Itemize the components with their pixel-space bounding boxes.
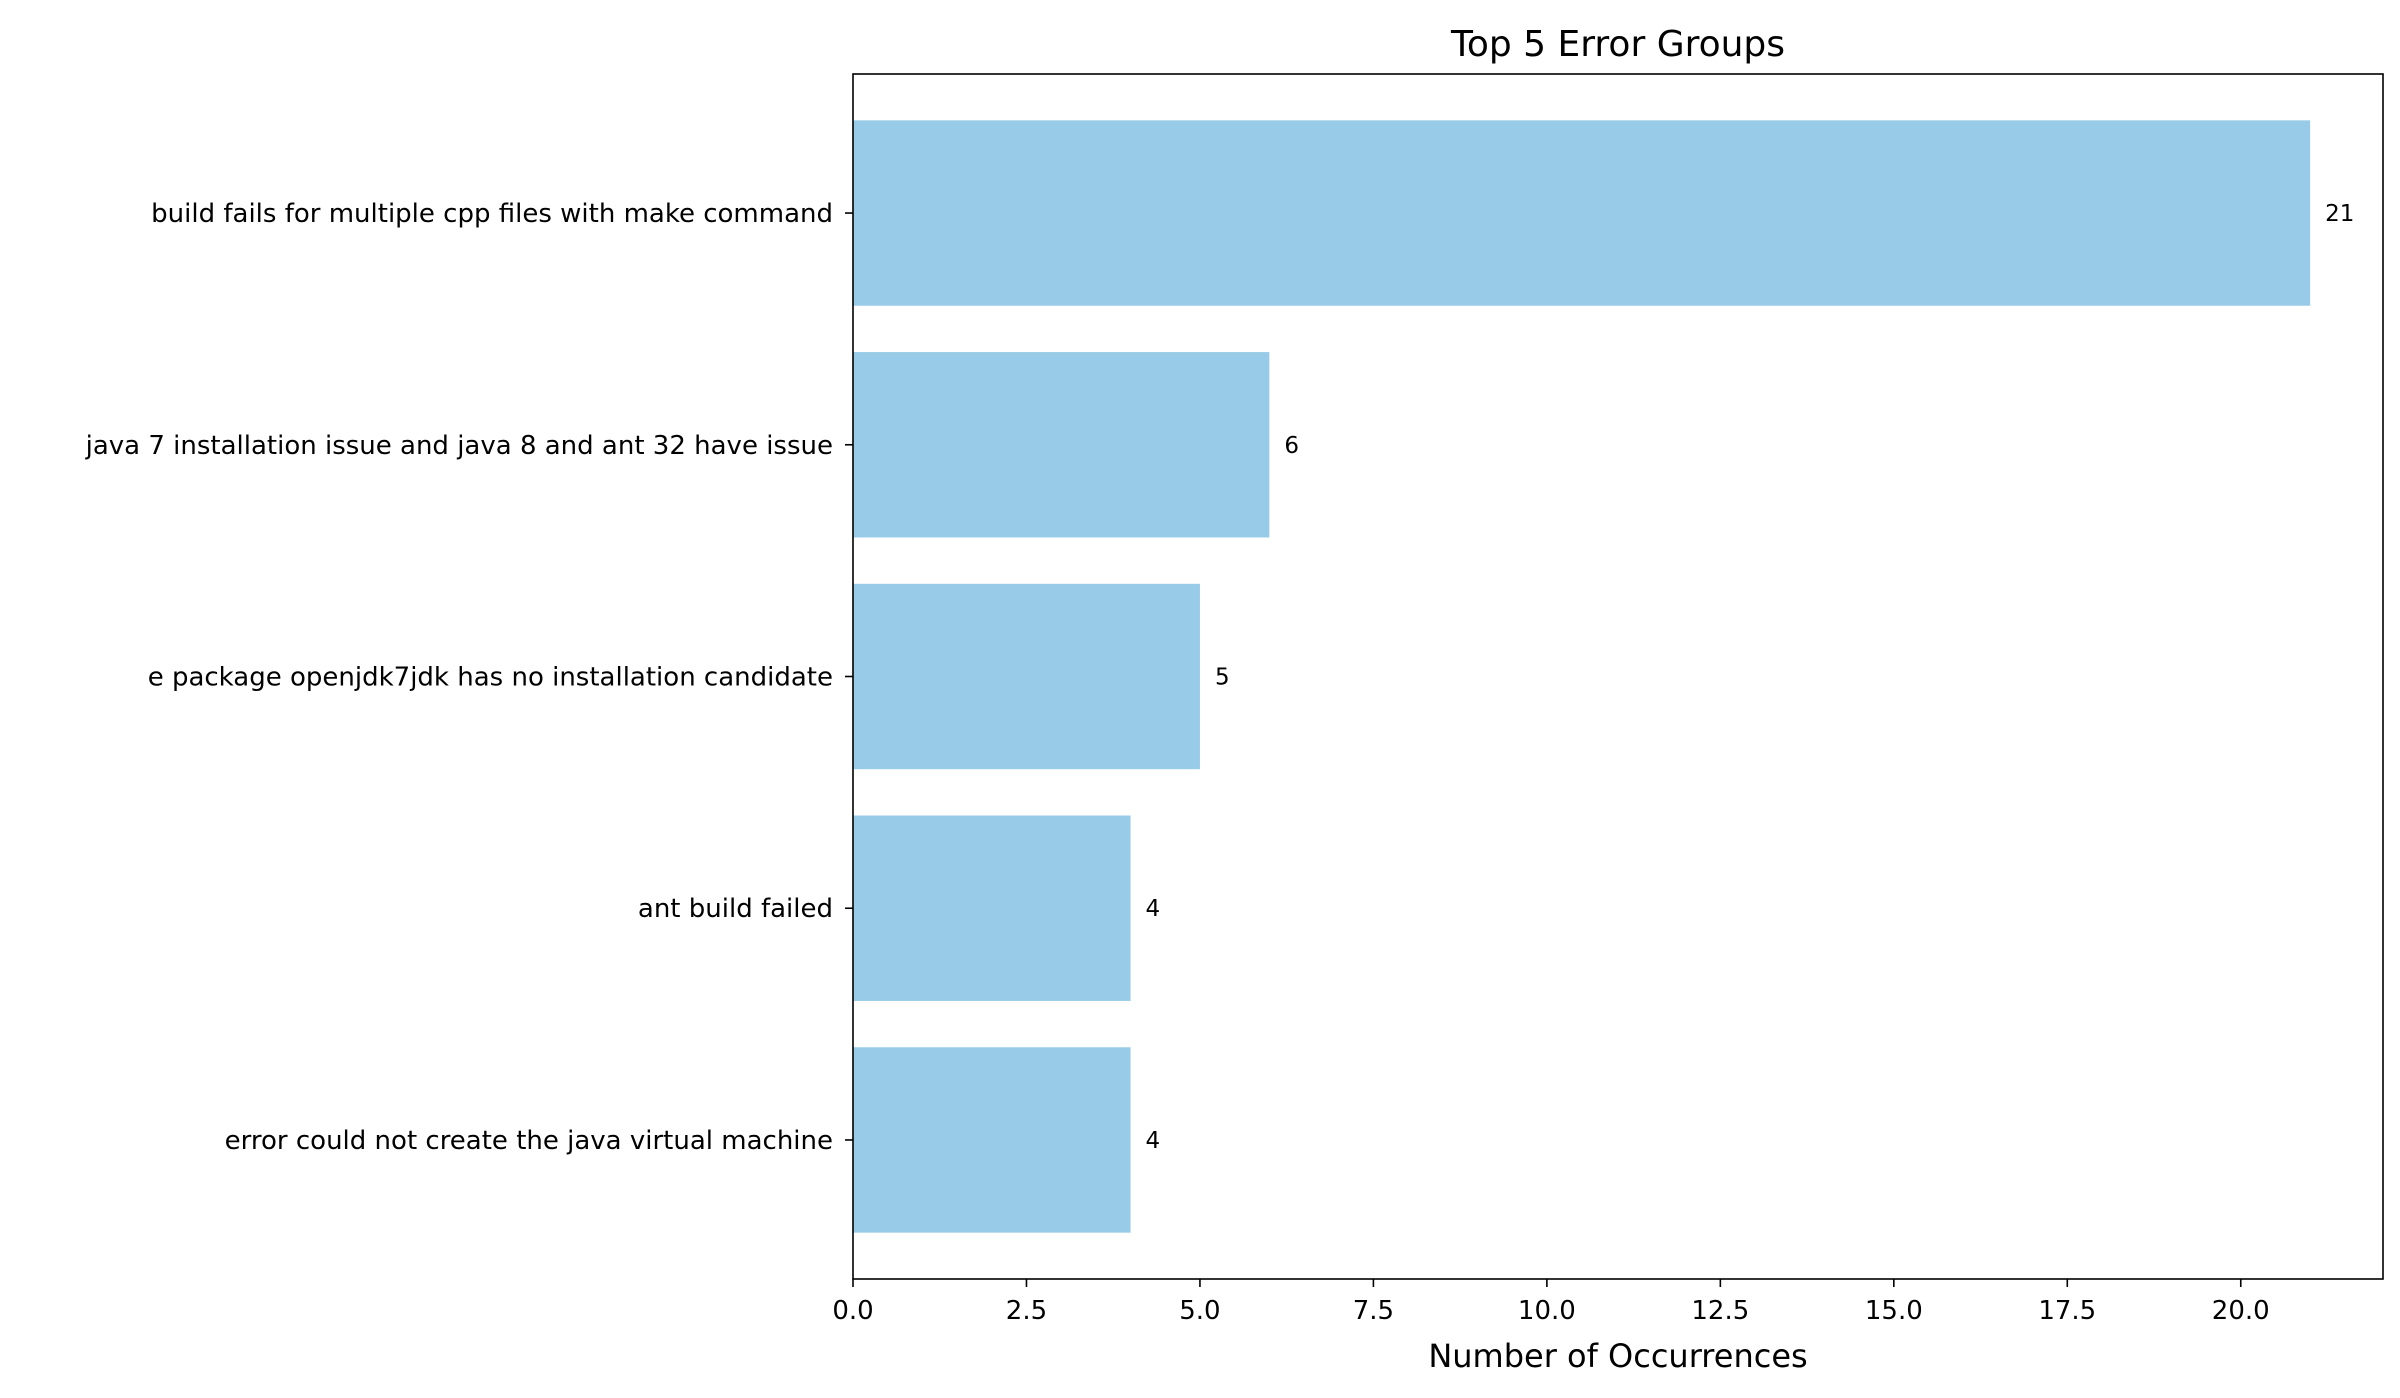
bar-value-label: 4 bbox=[1146, 1128, 1161, 1154]
y-tick-label: java 7 installation issue and java 8 and… bbox=[85, 431, 833, 461]
x-tick-label: 7.5 bbox=[1353, 1296, 1394, 1326]
bar-value-label: 21 bbox=[2325, 201, 2354, 227]
y-tick-label: error could not create the java virtual … bbox=[225, 1126, 833, 1156]
bar bbox=[853, 1047, 1131, 1233]
bar-value-label: 6 bbox=[1284, 433, 1299, 459]
x-tick-label: 0.0 bbox=[832, 1296, 873, 1326]
bar bbox=[853, 815, 1131, 1001]
chart-title: Top 5 Error Groups bbox=[1450, 24, 1785, 65]
bar bbox=[853, 583, 1200, 770]
x-axis: 0.0 2.5 5.0 7.5 10.0 12.5 15.0 17.5 20.0 bbox=[832, 1279, 2270, 1326]
bar-value-label: 4 bbox=[1146, 896, 1161, 922]
x-tick-label: 10.0 bbox=[1518, 1296, 1576, 1326]
x-tick-label: 5.0 bbox=[1179, 1296, 1220, 1326]
y-tick-label: build fails for multiple cpp files with … bbox=[151, 199, 833, 229]
x-tick-label: 12.5 bbox=[1691, 1296, 1749, 1326]
x-tick-label: 17.5 bbox=[2038, 1296, 2096, 1326]
bar bbox=[853, 352, 1270, 538]
y-tick-label: e package openjdk7jdk has no installatio… bbox=[148, 663, 833, 693]
y-tick-label: ant build failed bbox=[638, 894, 833, 924]
bars-layer: 21 6 5 4 4 bbox=[853, 120, 2354, 1233]
y-axis: build fails for multiple cpp files with … bbox=[85, 199, 853, 1156]
x-axis-label: Number of Occurrences bbox=[1428, 1337, 1807, 1375]
x-tick-label: 20.0 bbox=[2212, 1296, 2270, 1326]
x-tick-label: 15.0 bbox=[1865, 1296, 1923, 1326]
x-tick-label: 2.5 bbox=[1006, 1296, 1047, 1326]
bar bbox=[853, 120, 2311, 306]
bar-value-label: 5 bbox=[1215, 665, 1230, 691]
